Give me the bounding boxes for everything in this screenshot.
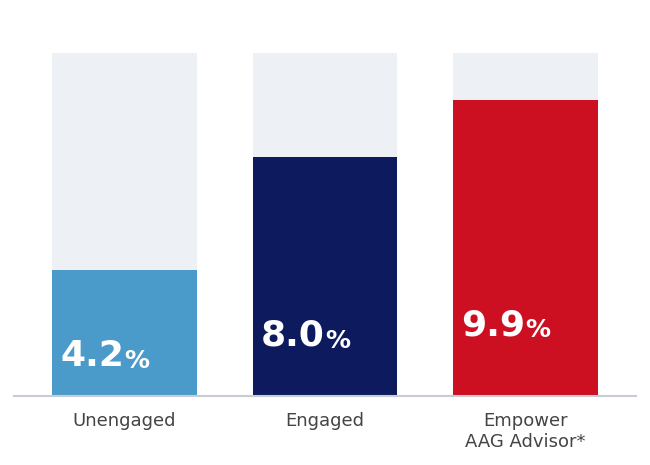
Text: 4.2: 4.2: [60, 339, 124, 373]
Bar: [52, 53, 196, 396]
Bar: [253, 157, 397, 396]
Bar: [52, 270, 196, 396]
Bar: [454, 100, 598, 396]
Text: %: %: [526, 319, 551, 343]
Bar: [454, 53, 598, 396]
Text: 9.9: 9.9: [462, 308, 526, 343]
Text: %: %: [325, 329, 350, 352]
Text: 8.0: 8.0: [261, 319, 325, 352]
Bar: [253, 53, 397, 396]
Text: %: %: [124, 349, 150, 373]
